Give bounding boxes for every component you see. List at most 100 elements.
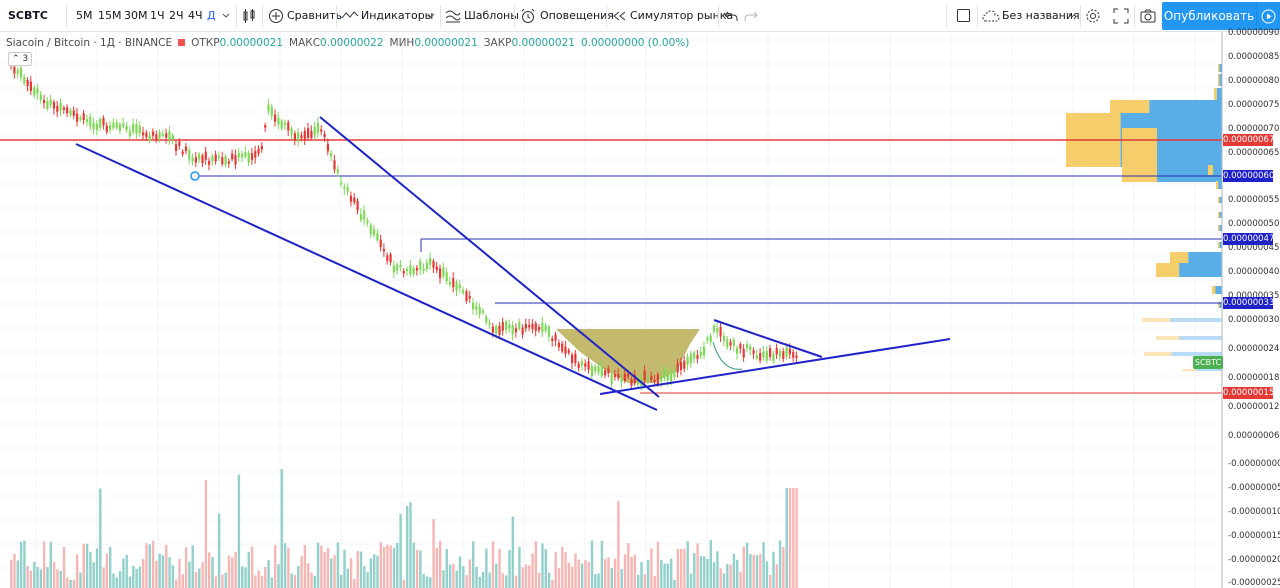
compare-button[interactable]: Сравнить (287, 9, 343, 22)
legend-title[interactable]: Siacoin / Bitcoin · 1Д · BINANCE (6, 37, 173, 49)
rewind-icon[interactable] (613, 11, 627, 21)
price-tag-red[interactable]: 0.00000015 (1223, 387, 1275, 399)
price-label: -0.00000000 (1228, 459, 1280, 469)
lower-trendline[interactable] (75, 143, 658, 411)
candle-body (613, 374, 617, 378)
chevron-down-icon[interactable] (222, 12, 230, 20)
volume-bar (277, 564, 280, 588)
candle-body (528, 324, 531, 328)
volume-bar (122, 558, 125, 588)
plus-circle-icon[interactable] (268, 8, 284, 24)
chevron-down-icon[interactable] (1068, 12, 1076, 20)
candle-body (175, 144, 178, 151)
price-tag-blue[interactable]: 0.00000060 (1223, 170, 1275, 182)
checkbox-icon[interactable] (956, 8, 972, 24)
candles-icon[interactable] (242, 8, 256, 24)
layout-name[interactable]: Без названия (1002, 9, 1080, 22)
volume-bar (323, 551, 326, 588)
candle-body (584, 363, 587, 367)
volume-bar (673, 579, 676, 588)
price-label: 0.00000055 (1228, 195, 1280, 205)
candle-body (501, 322, 504, 331)
candle-body (604, 370, 607, 376)
templates-icon[interactable] (445, 8, 461, 24)
volume-bar (389, 545, 392, 588)
price-label: 0.00000075 (1228, 100, 1280, 110)
templates-button[interactable]: Шаблоны (464, 9, 519, 22)
chart-canvas[interactable] (0, 32, 1280, 588)
volume-bar (528, 565, 531, 588)
play-circle-icon (1261, 9, 1276, 24)
symbol-search[interactable]: SCBTC (8, 9, 48, 22)
volume-bar (610, 567, 613, 588)
volume-bar (135, 568, 138, 588)
volume-bar (274, 545, 277, 588)
candle-body (178, 141, 181, 146)
candle-body (363, 210, 366, 220)
candle-body (689, 353, 692, 364)
volume-bar (171, 565, 175, 588)
cloud-icon[interactable] (982, 9, 1000, 23)
market-replay-button[interactable]: Симулятор рынка (630, 9, 734, 22)
candle-body (722, 335, 725, 341)
indicators-icon[interactable] (341, 8, 359, 24)
price-tag-red[interactable]: 0.00000067 (1223, 134, 1275, 146)
volume-bar (765, 561, 769, 588)
alarm-clock-icon[interactable] (520, 8, 536, 24)
candle-body (274, 114, 277, 122)
interval-1d[interactable]: Д (207, 9, 216, 22)
interval-1h[interactable]: 1Ч (150, 9, 165, 22)
candle-body (670, 372, 673, 382)
candle-body (726, 339, 729, 348)
gear-icon[interactable] (1085, 8, 1101, 24)
volume-bar (518, 546, 521, 588)
indicators-button[interactable]: Индикаторы (361, 9, 434, 22)
interval-15m[interactable]: 15M (98, 9, 122, 22)
volume-bar (386, 544, 389, 588)
volume-bar (244, 567, 247, 588)
candle-body (429, 257, 432, 265)
volume-profile (1066, 64, 1222, 371)
upper-trendline[interactable] (319, 116, 660, 398)
candle-body (307, 128, 310, 138)
line-anchor-handle[interactable] (190, 171, 200, 181)
price-label: 0.00000035 (1228, 291, 1280, 301)
alerts-button[interactable]: Оповещения (540, 9, 614, 22)
volume-bar (508, 550, 511, 588)
candle-body (389, 254, 392, 263)
interval-4h[interactable]: 4Ч (188, 9, 203, 22)
camera-icon[interactable] (1140, 8, 1156, 24)
price-tag-blue[interactable]: 0.00000033 (1223, 297, 1275, 309)
chevron-down-icon[interactable] (427, 12, 435, 20)
volume-bar (376, 555, 379, 588)
publish-menu-button[interactable] (1256, 2, 1280, 30)
triangle-lower-line[interactable] (599, 338, 951, 395)
interval-30m[interactable]: 30M (124, 9, 148, 22)
triangle-upper-line[interactable] (713, 319, 823, 358)
volume-bar (646, 559, 650, 588)
legend-open-value: 0.00000021 (219, 37, 284, 49)
candle-body (13, 66, 16, 74)
collapse-indicators-button[interactable]: ⌃ 3 (8, 52, 33, 66)
candle-body (778, 350, 782, 357)
fullscreen-icon[interactable] (1113, 8, 1129, 24)
candle-body (498, 325, 501, 335)
volume-profile-sell (1156, 263, 1180, 277)
handle-arc[interactable] (712, 341, 743, 370)
volume-bar (412, 542, 415, 588)
interval-2h[interactable]: 2Ч (169, 9, 184, 22)
price-tag-blue[interactable]: 0.00000047 (1223, 233, 1275, 245)
candle-body (59, 103, 62, 111)
volume-bar (732, 553, 736, 588)
candle-body (637, 381, 640, 385)
volume-bar (13, 553, 16, 588)
undo-icon[interactable] (724, 10, 738, 22)
candle-body (128, 131, 131, 137)
divider (514, 5, 515, 27)
publish-button[interactable]: Опубликовать (1162, 2, 1256, 30)
volume-bar (640, 561, 643, 588)
volume-bar (349, 558, 353, 588)
candle-body (514, 328, 518, 333)
candle-body (577, 363, 580, 368)
interval-5m[interactable]: 5M (76, 9, 93, 22)
